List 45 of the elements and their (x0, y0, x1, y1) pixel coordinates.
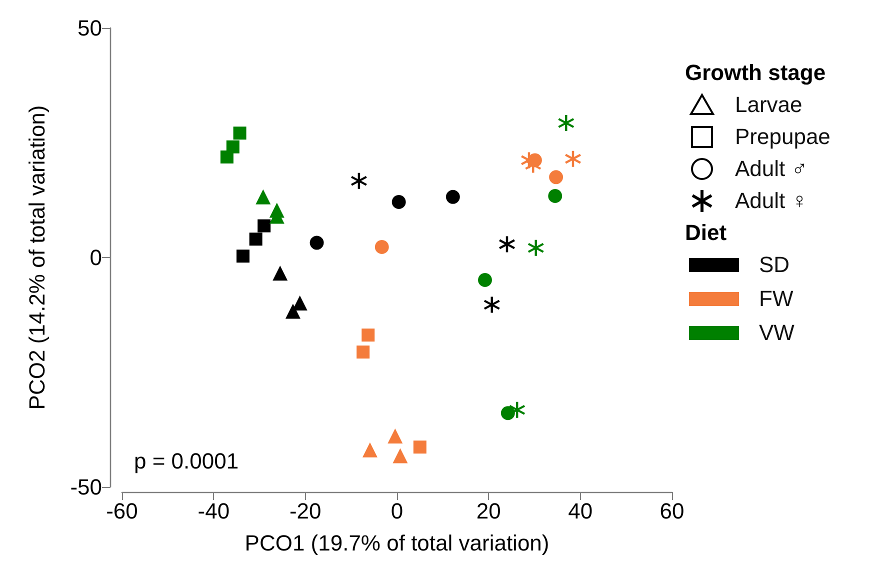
point (249, 232, 262, 246)
point (233, 126, 246, 140)
point (388, 428, 403, 444)
x-tick-label: -20 (289, 498, 322, 524)
point (413, 440, 426, 454)
text: Larvae (735, 92, 802, 118)
text: Adult ♂ (735, 156, 808, 182)
y-tick-label: 0 (90, 245, 102, 270)
x-axis-title: PCO1 (19.7% of total variation) (244, 530, 550, 556)
annotation: p = 0.0001 (134, 448, 239, 474)
y-tick-label: 50 (78, 16, 102, 40)
x-tick-label: 60 (660, 498, 684, 524)
text: Growth stage (685, 60, 827, 86)
point (310, 236, 324, 250)
text: Prepupae (735, 124, 830, 150)
point (392, 194, 406, 209)
x-tick-label: 20 (476, 498, 501, 524)
point (548, 188, 562, 203)
x-tick-label: 40 (568, 498, 593, 524)
point (356, 346, 370, 359)
point (374, 240, 389, 254)
point (392, 448, 408, 464)
x-tick-label: -40 (198, 498, 230, 524)
point (258, 219, 271, 232)
point (236, 250, 250, 263)
y-axis-title: PCO2 (14.2% of total variation) (24, 105, 50, 410)
point (285, 304, 300, 319)
point (478, 272, 492, 287)
text: Adult ♀ (735, 188, 808, 214)
point (362, 442, 378, 458)
point (446, 190, 460, 204)
text: FW (759, 286, 794, 312)
point (362, 328, 375, 342)
point (549, 170, 564, 184)
point (256, 189, 271, 204)
text: Diet (685, 220, 728, 246)
point (500, 406, 515, 420)
point (292, 295, 308, 310)
point (272, 266, 288, 281)
x-tick-label: -60 (106, 498, 138, 524)
text: SD (759, 252, 790, 278)
text: VW (759, 320, 794, 346)
point (220, 150, 234, 164)
x-tick-label: 0 (390, 498, 404, 524)
y-tick-label: -50 (70, 474, 102, 500)
